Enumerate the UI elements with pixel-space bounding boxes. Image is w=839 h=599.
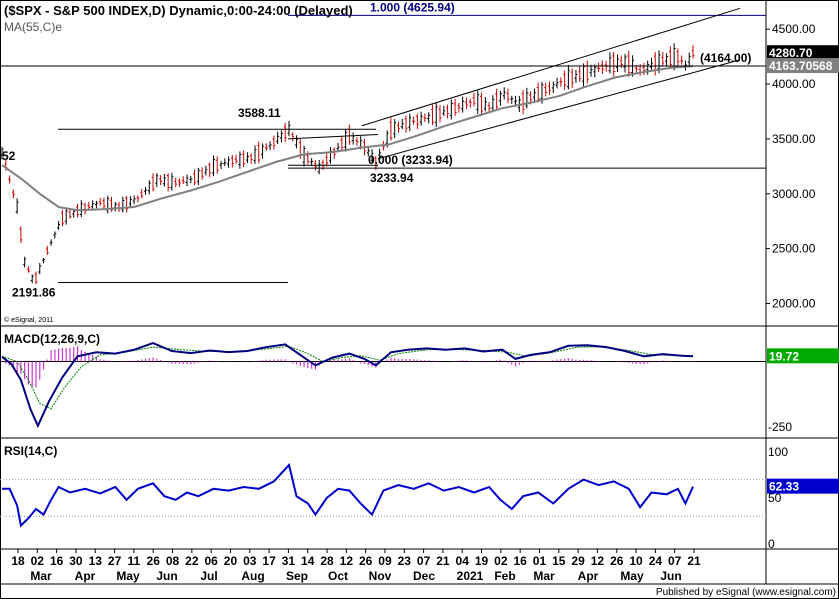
ma-55-line [1,65,694,212]
x-month-label: May [116,569,140,583]
ma-value-badge [767,58,839,74]
x-tick-label: 28 [320,554,334,568]
x-month-label: Aug [241,569,264,583]
esignal-watermark: © eSignal, 2011 [4,316,54,324]
rsi-line [2,462,694,528]
x-month-label: Apr [578,569,599,583]
x-month-label: Jun [660,569,681,583]
x-tick-label: 23 [398,554,412,568]
x-month-label: Nov [369,569,392,583]
x-month-label: Sep [286,569,308,583]
macd-line [1,342,694,429]
ma-value: 4163.70568 [769,59,833,73]
x-tick-label: 26 [359,554,373,568]
x-tick-label: 17 [262,554,276,568]
x-tick-label: 16 [513,554,527,568]
x-tick-label: 24 [649,554,663,568]
macd-title: MACD(12,26,9,C) [4,332,100,346]
x-month-label: 2021 [457,569,484,583]
rsi-last-value: 62.33 [769,480,799,494]
x-tick-label: 08 [166,554,180,568]
x-month-label: Mar [533,569,555,583]
x-tick-label: 09 [378,554,392,568]
rsi-tick-label: 100 [768,445,788,459]
rsi-tick-label: 50 [768,491,782,505]
x-tick-label: 29 [571,554,585,568]
channel-upper-line [361,7,741,127]
x-month-label: May [620,569,644,583]
x-tick-label: 12 [591,554,605,568]
macd-tick-label: -250 [768,420,792,434]
x-tick-label: 27 [108,554,122,568]
x-tick-label: 15 [552,554,566,568]
macd-last-value: 19.72 [769,349,799,363]
rsi-value-badge [767,478,839,494]
x-tick-label: 26 [147,554,161,568]
high-3588-label: 3588.11 [238,106,281,120]
x-month-label: Feb [494,569,515,583]
macd-signal-line [1,345,694,410]
rsi-panel: 100 50 0 RSI(14,C) 62.33 [0,444,839,551]
x-tick-label: 03 [243,554,257,568]
low-3233-label: 3233.94 [370,171,414,185]
x-tick-label: 06 [204,554,218,568]
price-tick-label: 4000.00 [772,77,816,91]
x-tick-label: 14 [301,554,315,568]
rsi-title: RSI(14,C) [4,444,57,458]
last-price-value: 4280.70 [769,46,813,60]
x-tick-label: 07 [417,554,431,568]
rsi-tick-label: 0 [768,537,775,551]
price-tick-label: 4500.00 [772,22,816,36]
x-tick-label: 02 [494,554,508,568]
x-tick-label: 19 [475,554,489,568]
last-price-badge [767,45,839,61]
price-tick-label: 2000.00 [772,297,816,311]
published-by: Published by eSignal (www.esignal.com) [656,587,836,598]
wedge-upper-line [287,134,379,140]
x-tick-label: 21 [436,554,450,568]
price-tick-label: 2500.00 [772,242,816,256]
price-tick-label: 3500.00 [772,132,816,146]
x-month-label: Dec [413,569,435,583]
x-month-label: Apr [75,569,96,583]
x-tick-label: 30 [69,554,83,568]
level-4164-label: (4164.00) [700,51,751,65]
x-tick-label: 10 [629,554,643,568]
symbol-title: ($SPX - S&P 500 INDEX,D) Dynamic,0:00-24… [4,3,353,18]
ma-label: MA(55,C)e [4,20,62,34]
price-panel: 4500.00 4000.00 3500.00 3000.00 2500.00 2000.… [0,0,839,311]
x-axis: 18 02 16 30 13 27 11 26 08 22 06 20 03 17 31 14 28 12 26 09… [11,549,701,583]
price-candles [0,43,695,285]
x-tick-label: 31 [282,554,296,568]
x-tick-label: 07 [668,554,682,568]
left-label-52: 52 [2,149,16,163]
macd-panel: -250 MACD(12,26,9,C) 19.72 [0,332,839,434]
x-tick-label: 11 [128,554,141,568]
x-tick-label: 12 [340,554,354,568]
x-tick-label: 16 [50,554,64,568]
low-2191-label: 2191.86 [12,285,56,299]
x-tick-label: 20 [224,554,238,568]
fib-000-label: 0.000 (3233.94) [368,153,453,167]
x-tick-label: 22 [185,554,199,568]
x-tick-label: 18 [11,554,25,568]
macd-value-badge [767,348,839,364]
x-tick-label: 02 [31,554,45,568]
x-tick-label: 26 [610,554,624,568]
x-month-label: Mar [30,569,52,583]
x-tick-label: 13 [89,554,103,568]
fib-100-label: 1.000 (4625.94) [370,0,455,14]
x-month-label: Oct [328,569,348,583]
x-month-label: Jul [200,569,217,583]
price-tick-label: 3000.00 [772,187,816,201]
channel-lower-line [377,59,741,160]
x-tick-label: 01 [533,554,547,568]
x-tick-label: 04 [456,554,470,568]
x-tick-label: 21 [687,554,701,568]
x-month-label: Jun [156,569,177,583]
